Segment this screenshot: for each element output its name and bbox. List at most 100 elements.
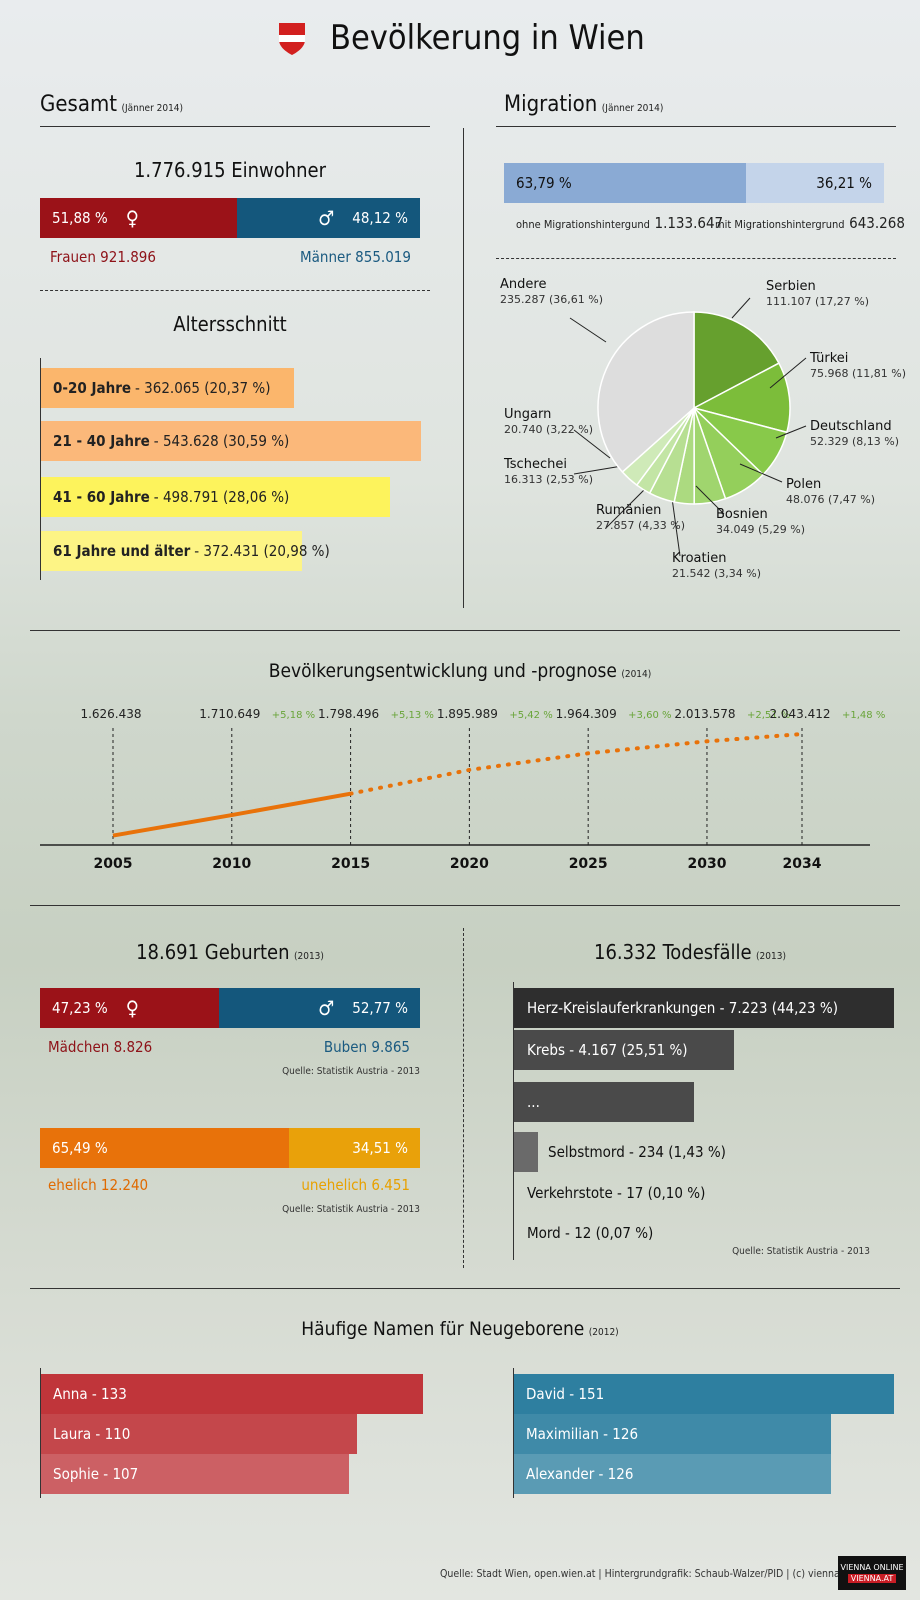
pie-label-value: 27.857 (4,33 %) [596,519,685,532]
divider [30,905,900,906]
male-bar: ♂ 48,12 % [237,198,420,238]
without-migration-bar: 63,79 % [504,163,746,203]
male-icon: ♂ [318,206,335,230]
boys-bar: ♂ 52,77 % [219,988,420,1028]
growth-label: +1,48 % [842,710,885,721]
pie-label-name: Deutschland [810,419,892,434]
female-icon: ♀ [125,206,139,230]
migration-bar: 63,79 % 36,21 % [504,163,884,203]
todesfaelle-date: (2013) [756,951,786,962]
with-migration-pct: 36,21 % [816,174,872,192]
x-tick-label: 2005 [94,856,133,872]
girl-name-label: Anna - 133 [53,1385,127,1403]
x-tick-label: 2015 [331,856,370,872]
pie-label-value: 235.287 (36,61 %) [500,293,603,306]
death-label: Mord - 12 (0,07 %) [527,1224,654,1242]
pie-leader-line [695,485,725,515]
divider [463,128,464,608]
x-tick-label: 2010 [212,856,251,872]
source-note: Quelle: Statistik Austria - 2013 [732,1246,870,1257]
female-pct: 51,88 % [52,209,108,227]
death-label: Verkehrstote - 17 (0,10 %) [527,1184,706,1202]
namen-title: Häufige Namen für Neugeborene [301,1318,585,1340]
age-bar-label: 41 - 60 Jahre [53,488,150,506]
with-migration-text: mit Migrationshintergrund [715,218,845,231]
footer-source: Quelle: Stadt Wien, open.wien.at | Hinte… [440,1568,853,1580]
girl-name-bar: Anna - 133 [41,1374,423,1414]
geburten-date: (2013) [293,951,324,962]
value-label: 1.798.496 [318,707,379,721]
population-line-chart: 2005 1.626.438 2010 1.710.649 +5,18 % 2015 1.7… [40,707,885,872]
unehelich-bar: 34,51 % [289,1128,420,1168]
pie-label-name: Ungarn [504,407,551,422]
divider [496,258,896,259]
boys-count: Buben 9.865 [323,1038,410,1056]
growth-label: +3,60 % [628,710,671,721]
divider [30,1288,900,1289]
pie-slice-andere [597,311,695,474]
page-title: Bevölkerung in Wien [330,18,645,58]
pie-label-name: Kroatien [672,551,726,566]
vienna-coat-of-arms-icon [278,22,306,56]
pie-label-value: 111.107 (17,27 %) [766,295,869,308]
namen-date: (2012) [588,1327,619,1338]
age-bar-label: 0-20 Jahre [53,379,132,397]
death-label: Selbstmord - 234 (1,43 %) [548,1143,726,1161]
growth-label: +5,42 % [509,710,552,721]
girl-name-label: Laura - 110 [53,1425,131,1443]
x-tick-label: 2025 [569,856,608,872]
death-label: ... [527,1093,540,1111]
male-pct: 48,12 % [352,209,408,227]
pie-leader-line [739,463,783,483]
without-migration-label: ohne Migrationshintergund 1.133.647 [516,213,723,232]
altersschnitt-heading: Altersschnitt [173,312,287,336]
gesamt-title: Gesamt [40,92,117,117]
without-migration-value: 1.133.647 [654,214,724,232]
x-tick-label: 2034 [783,856,822,872]
vienna-online-logo: VIENNA ONLINE VIENNA.AT [838,1556,906,1590]
source-note: Quelle: Statistik Austria - 2013 [282,1204,420,1215]
migration-date: (Jänner 2014) [601,103,664,114]
pie-label-name: Andere [500,277,546,292]
female-bar: 51,88 % ♀ [40,198,237,238]
pie-label-value: 20.740 (3,22 %) [504,423,593,436]
divider [463,928,464,1268]
divider [40,126,430,127]
pie-label-value: 16.313 (2,53 %) [504,473,593,486]
without-migration-pct: 63,79 % [516,174,572,192]
age-bar: 41 - 60 Jahre - 498.791 (28,06 %) [41,477,390,517]
value-label: 1.964.309 [556,707,617,721]
with-migration-label: mit Migrationshintergrund 643.268 [715,213,905,232]
pie-label-value: 75.968 (11,81 %) [810,367,906,380]
female-icon: ♀ [125,996,139,1020]
boy-name-label: Alexander - 126 [526,1465,634,1483]
death-label: Krebs - 4.167 (25,51 %) [527,1041,688,1059]
divider [496,126,896,127]
girls-bar: 47,23 % ♀ [40,988,219,1028]
pie-leader-line [569,317,607,343]
x-tick-label: 2020 [450,856,489,872]
pie-label-name: Serbien [766,279,816,294]
value-label: 2.043.412 [769,707,830,721]
age-bar-value: - 498.791 (28,06 %) [153,488,290,506]
death-bar [514,988,894,1028]
pie-leader-line [775,425,807,439]
ehelich-count: ehelich 12.240 [48,1176,149,1194]
death-bar [514,1132,538,1172]
with-migration-bar: 36,21 % [746,163,884,203]
divider [40,290,430,291]
pie-leader-line [573,465,623,475]
growth-label: +2,51 % [747,710,790,721]
boys-pct: 52,77 % [352,999,408,1017]
age-bar-label: 21 - 40 Jahre [53,432,150,450]
unehelich-count: unehelich 6.451 [301,1176,410,1194]
marital-bar: 65,49 % 34,51 % [40,1128,420,1168]
logo-top-text: VIENNA ONLINE [840,1563,904,1572]
divider [30,630,900,631]
logo-bottom-text: VIENNA.AT [847,1574,897,1583]
boys-names-axis [513,1368,514,1498]
pie-label-name: Türkei [809,351,848,366]
death-bar [514,1082,694,1122]
age-bar-value: - 362.065 (20,37 %) [135,379,271,397]
